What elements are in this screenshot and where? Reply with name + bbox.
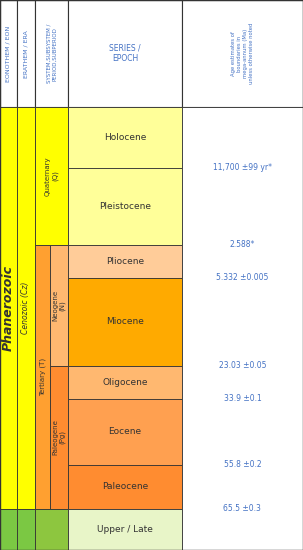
- Text: Eocene: Eocene: [108, 427, 142, 436]
- Bar: [35, 0, 68, 107]
- Bar: [68, 278, 182, 366]
- Text: 5.332 ±0.005: 5.332 ±0.005: [216, 273, 268, 282]
- Bar: [35, 245, 50, 509]
- Text: Holocene: Holocene: [104, 133, 146, 142]
- Bar: [0, 0, 17, 107]
- Bar: [68, 465, 182, 509]
- Text: Oligocene: Oligocene: [102, 378, 148, 387]
- Bar: [68, 399, 182, 465]
- Text: Cenozoic (Cz): Cenozoic (Cz): [21, 282, 30, 334]
- Text: 23.03 ±0.05: 23.03 ±0.05: [219, 361, 266, 370]
- Text: 55.8 ±0.2: 55.8 ±0.2: [224, 460, 261, 469]
- Text: Quaternary
(Q): Quaternary (Q): [45, 156, 58, 196]
- Bar: [68, 0, 182, 107]
- Bar: [182, 107, 303, 550]
- Text: 65.5 ±0.3: 65.5 ±0.3: [224, 504, 261, 513]
- Text: Pleistocene: Pleistocene: [99, 202, 151, 211]
- Text: Paleocene: Paleocene: [102, 482, 148, 491]
- Text: SYSTEM,SUBSYSTEM /
PERIOD,SUBPERIOD: SYSTEM,SUBSYSTEM / PERIOD,SUBPERIOD: [46, 24, 57, 83]
- Bar: [68, 366, 182, 399]
- Text: Tertiary (T): Tertiary (T): [39, 358, 45, 396]
- Text: 2.588*: 2.588*: [230, 240, 255, 249]
- Text: EONOTHEM / EON: EONOTHEM / EON: [6, 25, 11, 82]
- Bar: [68, 107, 182, 168]
- Text: Age estimates of
boundaries in
mega-annum (Ma)
unless otherwise noted: Age estimates of boundaries in mega-annu…: [231, 23, 254, 84]
- Text: Neogene
(N): Neogene (N): [52, 290, 66, 321]
- Bar: [50, 245, 68, 366]
- Bar: [0, 107, 17, 509]
- Bar: [17, 0, 35, 107]
- Bar: [35, 107, 68, 245]
- Bar: [182, 0, 303, 107]
- Text: Miocene: Miocene: [106, 317, 144, 326]
- Text: Paleogene
(Pg): Paleogene (Pg): [52, 419, 66, 455]
- Text: Upper / Late: Upper / Late: [97, 525, 153, 534]
- Text: Phanerozoic: Phanerozoic: [2, 265, 15, 351]
- Bar: [17, 509, 35, 550]
- Bar: [68, 168, 182, 245]
- Text: 33.9 ±0.1: 33.9 ±0.1: [224, 394, 261, 403]
- Bar: [35, 509, 68, 550]
- Text: SERIES /
EPOCH: SERIES / EPOCH: [109, 44, 141, 63]
- Text: Pliocene: Pliocene: [106, 257, 144, 266]
- Bar: [68, 245, 182, 278]
- Bar: [17, 107, 35, 509]
- Text: 11,700 ±99 yr*: 11,700 ±99 yr*: [213, 163, 272, 172]
- Bar: [0, 509, 17, 550]
- Text: ERATHEM / ERA: ERATHEM / ERA: [23, 30, 28, 78]
- Bar: [68, 509, 182, 550]
- Bar: [50, 366, 68, 509]
